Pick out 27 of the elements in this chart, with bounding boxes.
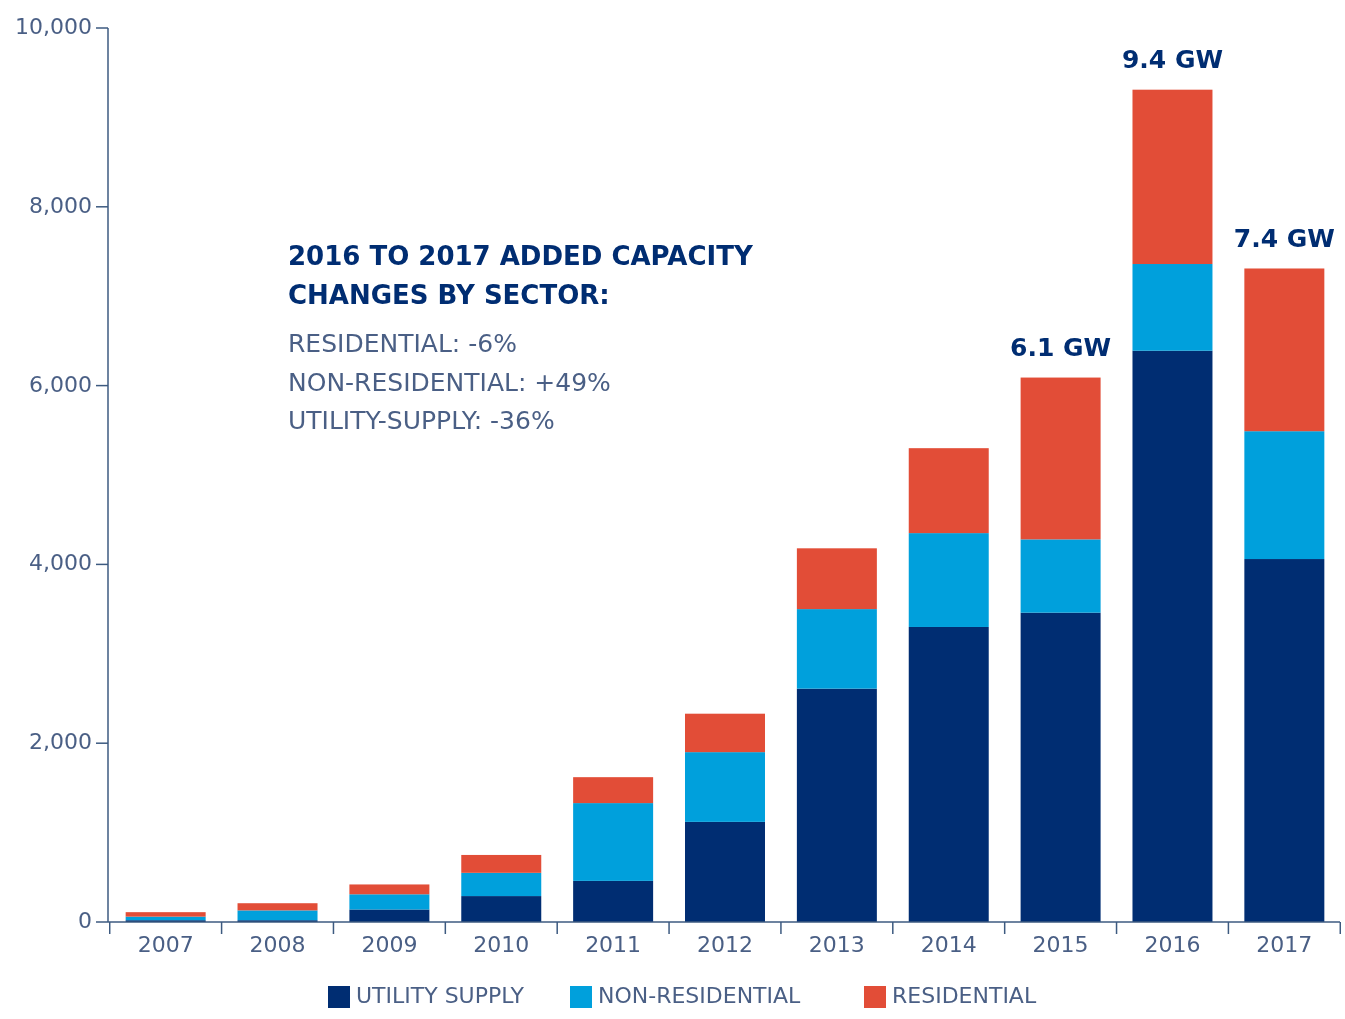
annotation: UTILITY-SUPPLY: -36%	[288, 406, 555, 435]
x-tick-label: 2007	[137, 932, 194, 957]
x-tick-label: 2012	[697, 932, 753, 957]
x-tick-label: 2008	[249, 932, 306, 957]
x-tick-label: 2009	[361, 932, 418, 957]
annotation: 7.4 GW	[1233, 223, 1335, 253]
x-tick-label: 2013	[808, 932, 865, 957]
y-tick-label: 10,000	[15, 14, 92, 39]
x-tick-label: 2014	[920, 932, 977, 957]
y-tick-label: 6,000	[29, 371, 92, 397]
x-tick-label: 2016	[1144, 932, 1201, 957]
legend-label: RESIDENTIAL	[892, 983, 1037, 1008]
annotation: RESIDENTIAL: -6%	[288, 329, 517, 358]
annotation: 2016 TO 2017 ADDED CAPACITY CHANGES BY SECTOR:	[288, 240, 754, 310]
y-tick-label: 8,000	[29, 192, 92, 218]
legend-label: UTILITY SUPPLY	[356, 983, 525, 1008]
annotation: 6.1 GW	[1010, 333, 1112, 362]
y-tick-label: 4,000	[29, 550, 92, 576]
x-tick-label: 2017	[1256, 932, 1313, 957]
y-tick-label: 0	[78, 908, 92, 933]
x-tick-label: 2010	[473, 932, 530, 957]
annotation: 9.4 GW	[1121, 44, 1224, 74]
y-tick-label: 2,000	[29, 729, 92, 755]
annotation: NON-RESIDENTIAL: +49%	[288, 367, 611, 397]
x-tick-label: 2015	[1032, 932, 1089, 957]
legend-label: NON-RESIDENTIAL	[598, 983, 802, 1008]
x-tick-label: 2011	[585, 932, 642, 957]
